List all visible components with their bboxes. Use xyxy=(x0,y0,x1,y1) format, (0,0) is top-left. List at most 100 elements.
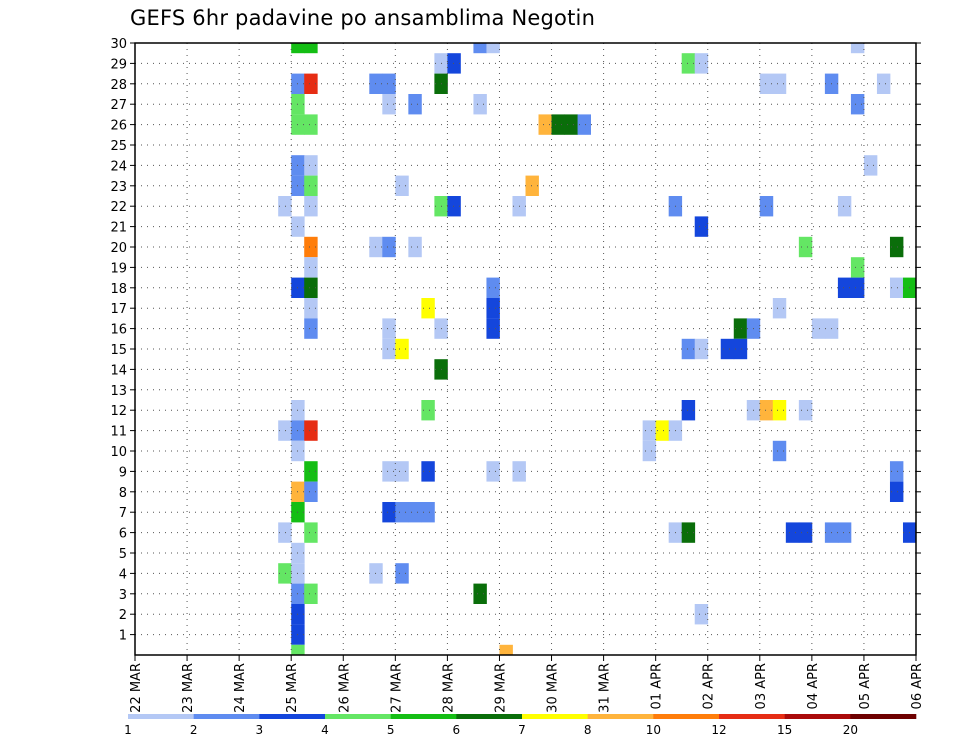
heatmap-cell xyxy=(772,440,787,462)
color-legend: 1 2 3 4 5 6 7 8 10 12 15 20 xyxy=(124,714,917,737)
cells-layer xyxy=(278,43,917,655)
legend-label: 5 xyxy=(387,723,395,737)
y-tick-label: 28 xyxy=(110,78,127,93)
y-tick-label: 13 xyxy=(110,384,127,399)
y-tick-label: 2 xyxy=(119,608,127,623)
heatmap-cell xyxy=(837,196,852,217)
heatmap-cell xyxy=(304,114,318,135)
heatmap-cell xyxy=(694,53,709,74)
heatmap-cell xyxy=(473,94,487,115)
y-tick-label: 22 xyxy=(110,200,127,215)
heatmap-cell xyxy=(837,277,852,298)
heatmap-cell xyxy=(291,644,305,655)
legend-label: 10 xyxy=(646,723,661,737)
legend-label: 3 xyxy=(256,723,264,737)
y-tick-label: 14 xyxy=(110,363,127,378)
heatmap-cell xyxy=(421,400,435,421)
heatmap-cell xyxy=(304,236,318,258)
heatmap-cell xyxy=(304,155,318,176)
legend-swatch xyxy=(193,714,260,719)
heatmap-cell xyxy=(447,196,461,217)
heatmap-cell xyxy=(304,257,318,278)
heatmap-cell xyxy=(304,196,318,217)
heatmap-cell xyxy=(720,338,735,360)
heatmap-cell xyxy=(382,94,396,115)
heatmap-cell xyxy=(369,236,383,258)
legend-label: 15 xyxy=(777,723,792,737)
legend-swatch xyxy=(587,714,654,719)
heatmap-cell xyxy=(486,461,500,482)
heatmap-cell xyxy=(304,461,318,482)
heatmap-cell xyxy=(447,53,461,74)
heatmap-cell xyxy=(382,502,396,523)
y-tick-label: 17 xyxy=(110,302,127,317)
heatmap-cell xyxy=(304,583,318,604)
y-tick-label: 4 xyxy=(119,567,127,582)
heatmap-cell xyxy=(278,420,292,441)
heatmap-cell xyxy=(382,236,396,258)
x-tick-label: 03 APR xyxy=(754,663,769,709)
y-tick-label: 30 xyxy=(110,37,127,52)
heatmap-cell xyxy=(811,318,826,339)
y-tick-label: 8 xyxy=(119,486,127,501)
heatmap-cell xyxy=(304,175,318,196)
heatmap-cell xyxy=(850,257,865,278)
heatmap-cell xyxy=(551,114,565,135)
heatmap-cell xyxy=(395,338,409,360)
legend-label: 20 xyxy=(843,723,858,737)
heatmap-cell xyxy=(408,502,422,523)
x-tick-label: 23 MAR xyxy=(181,663,196,713)
x-axis: 22 MAR 23 MAR 24 MAR 25 MAR 26 MAR 27 MAR 28 M… xyxy=(129,655,925,713)
heatmap-cell xyxy=(642,440,657,462)
legend-swatch xyxy=(128,714,194,719)
heatmap-cell xyxy=(525,175,539,196)
x-tick-label: 02 APR xyxy=(702,663,717,709)
legend-swatch xyxy=(653,714,720,719)
heatmap-cell xyxy=(382,338,396,360)
heatmap-cell xyxy=(655,420,670,441)
legend-label: 2 xyxy=(190,723,198,737)
y-tick-label: 25 xyxy=(110,139,127,154)
heatmap-cell xyxy=(837,522,852,543)
heatmap-cell xyxy=(694,338,709,360)
y-tick-label: 11 xyxy=(110,425,127,440)
heatmap-cell xyxy=(395,563,409,584)
heatmap-cell xyxy=(772,298,787,319)
legend-label: 4 xyxy=(321,723,329,737)
legend-label: 7 xyxy=(518,723,526,737)
heatmap-cell xyxy=(486,318,500,339)
heatmap-cell xyxy=(798,522,813,543)
heatmap-cell xyxy=(473,43,487,54)
y-tick-label: 6 xyxy=(119,527,127,542)
x-tick-label: 29 MAR xyxy=(493,663,508,713)
legend-label: 1 xyxy=(124,723,132,737)
heatmap-cell xyxy=(850,43,865,54)
heatmap-cell xyxy=(304,43,318,54)
grid-layer xyxy=(135,42,916,655)
heatmap-cell xyxy=(395,461,409,482)
y-tick-label: 15 xyxy=(110,343,127,358)
legend-swatch xyxy=(390,714,457,719)
heatmap-cell xyxy=(850,94,865,115)
legend-swatch xyxy=(850,714,917,719)
heatmap-cell xyxy=(421,502,435,523)
heatmap-cell xyxy=(369,73,383,94)
y-tick-label: 12 xyxy=(110,404,127,419)
legend-swatch xyxy=(325,714,391,719)
heatmap-cell xyxy=(889,236,904,258)
heatmap-cell xyxy=(772,73,787,94)
legend-swatch xyxy=(784,714,851,719)
heatmap-cell xyxy=(681,338,696,360)
legend-swatch xyxy=(456,714,523,719)
heatmap-cell xyxy=(681,522,696,543)
x-tick-label: 25 MAR xyxy=(285,663,300,713)
chart-title: GEFS 6hr padavine po ansamblima Negotin xyxy=(130,6,596,30)
heatmap-cell xyxy=(486,43,500,54)
heatmap-cell xyxy=(486,277,500,298)
heatmap-cell xyxy=(304,277,318,298)
x-tick-label: 24 MAR xyxy=(233,663,248,713)
y-tick-label: 16 xyxy=(110,323,127,338)
heatmap-cell xyxy=(382,318,396,339)
y-tick-label: 19 xyxy=(110,261,127,276)
x-tick-label: 05 APR xyxy=(858,663,873,709)
